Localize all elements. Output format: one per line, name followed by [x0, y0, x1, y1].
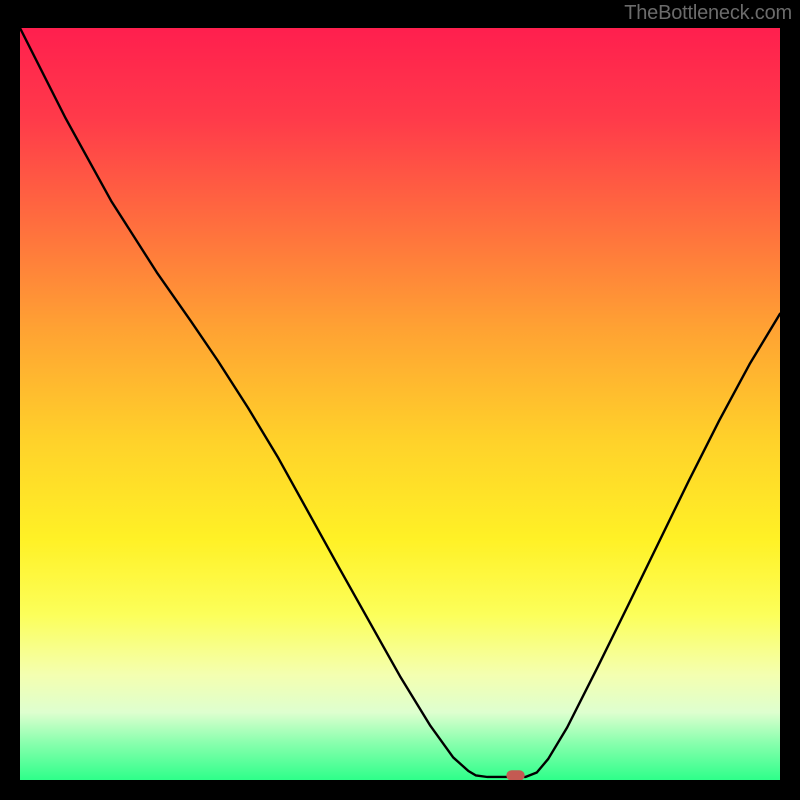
bottleneck-chart-svg: [20, 28, 780, 780]
chart-container: [20, 28, 780, 780]
chart-background: [20, 28, 780, 780]
watermark-text: TheBottleneck.com: [624, 2, 792, 25]
optimal-marker: [506, 770, 524, 780]
chart-frame: TheBottleneck.com: [0, 0, 800, 800]
